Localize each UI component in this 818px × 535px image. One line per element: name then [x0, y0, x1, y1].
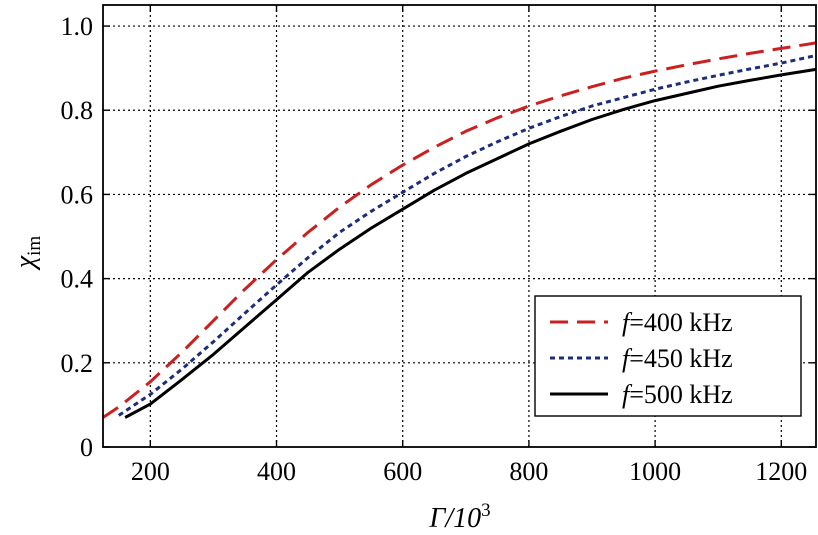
- y-tick-label: 0.8: [61, 96, 94, 125]
- legend-label-value: =450 kHz: [629, 344, 732, 373]
- y-tick-label: 0.2: [61, 349, 94, 378]
- axis-ticks: 200 400 600 800 1000 1200 0 0.2 0.4 0.6 0.8 1.0: [61, 5, 816, 486]
- x-tick-label: 400: [257, 457, 296, 486]
- series-line-2: [117, 54, 817, 417]
- x-tick-label: 1200: [755, 457, 807, 486]
- legend-label-prefix: f: [622, 380, 633, 409]
- x-axis-title: Γ/103: [428, 500, 490, 534]
- y-tick-label: 1.0: [61, 12, 94, 41]
- series-line-3: [124, 67, 817, 419]
- series-layer: [102, 41, 817, 419]
- legend-label-prefix: f: [622, 344, 633, 373]
- legend-label-1: f=400 kHz: [622, 308, 733, 337]
- legend-label-2: f=450 kHz: [622, 344, 733, 373]
- series-line-1: [102, 41, 817, 419]
- legend-box: [534, 295, 802, 417]
- x-tick-label: 200: [131, 457, 170, 486]
- legend-label-prefix: f: [622, 308, 633, 337]
- y-tick-label: 0.4: [61, 265, 94, 294]
- x-tick-label: 600: [383, 457, 422, 486]
- x-axis-title-main: Γ/10: [428, 503, 481, 534]
- y-tick-label: 0.6: [61, 180, 94, 209]
- x-tick-label: 800: [509, 457, 548, 486]
- y-axis-title-main: χ: [10, 255, 41, 271]
- y-axis-title-sub: im: [24, 236, 45, 256]
- grid-lines: [103, 5, 816, 447]
- legend-label-value: =500 kHz: [629, 380, 732, 409]
- y-axis-title: χim: [10, 236, 45, 272]
- x-axis-title-sup: 3: [481, 500, 491, 521]
- legend-label-value: =400 kHz: [629, 308, 732, 337]
- y-tick-label: 0: [80, 433, 93, 462]
- legend-label-3: f=500 kHz: [622, 380, 733, 409]
- plot-frame: [102, 4, 817, 448]
- x-tick-label: 1000: [629, 457, 681, 486]
